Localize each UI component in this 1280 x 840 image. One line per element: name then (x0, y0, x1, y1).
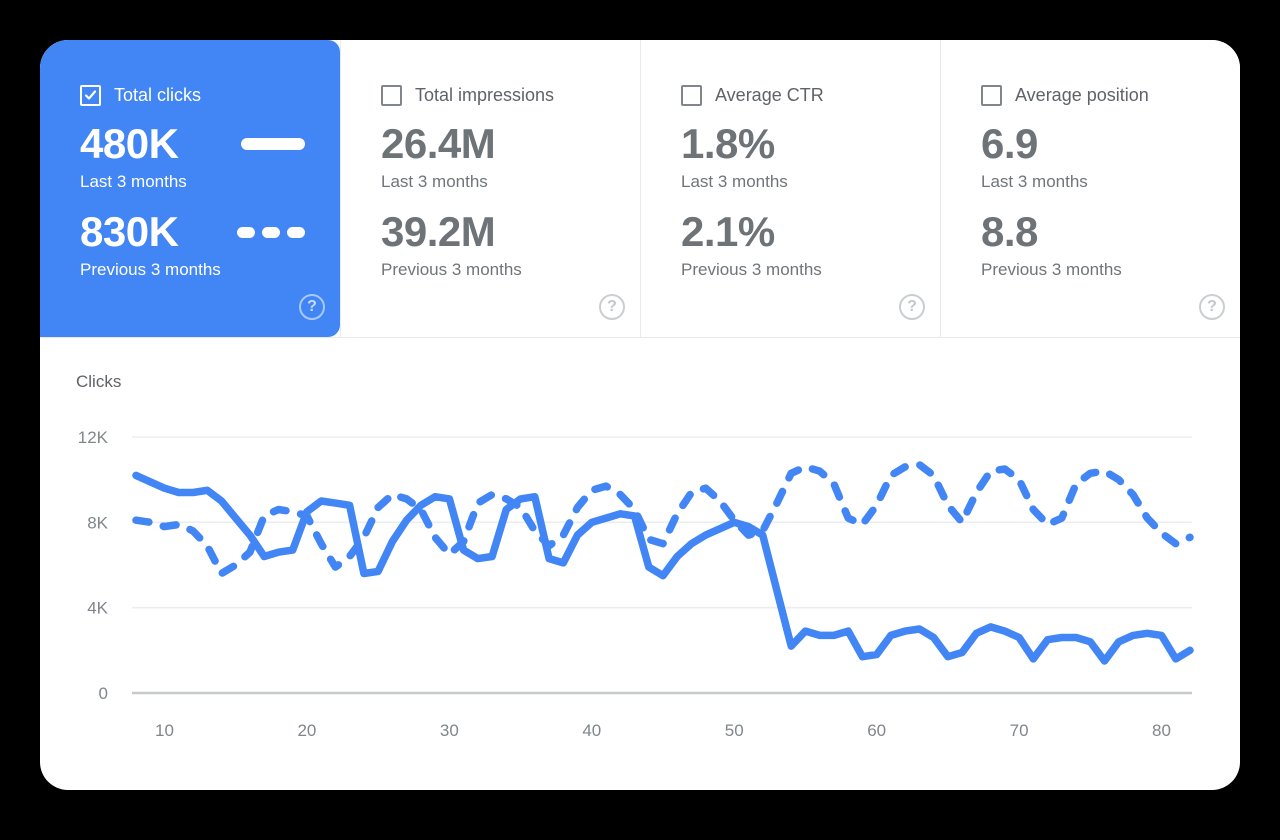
metric-value-current: 6.9 (981, 120, 1038, 167)
metric-value-previous: 8.8 (981, 208, 1038, 255)
metric-caption-previous: Previous 3 months (981, 260, 1122, 279)
current-value-row: 1.8% (681, 121, 906, 167)
checkbox-unchecked-icon[interactable] (381, 84, 402, 106)
metric-caption-previous: Previous 3 months (80, 260, 221, 279)
x-tick-label: 30 (440, 721, 459, 740)
help-icon[interactable]: ? (599, 294, 625, 320)
card-label: Total clicks (114, 84, 202, 105)
metric-caption-previous: Previous 3 months (381, 260, 522, 279)
metric-caption-current: Last 3 months (981, 172, 1088, 191)
series-line-dashed[interactable] (132, 460, 1194, 578)
metric-value-previous: 830K (80, 208, 179, 255)
card-average-ctr[interactable]: Average CTR 1.8% Last 3 months 2.1% Prev… (640, 40, 940, 337)
metric-value-current: 480K (80, 120, 179, 167)
card-average-position[interactable]: Average position 6.9 Last 3 months 8.8 P… (940, 40, 1240, 337)
chart-title: Clicks (76, 372, 122, 391)
help-icon[interactable]: ? (899, 294, 925, 320)
previous-value-row: 830K (80, 209, 305, 255)
help-icon[interactable]: ? (299, 294, 325, 320)
y-tick-label: 8K (87, 513, 108, 532)
card-header: Total clicks (80, 84, 340, 106)
metric-caption-current: Last 3 months (80, 172, 187, 191)
dashed-line-swatch (237, 226, 305, 238)
clicks-chart-section: Clicks 0 4K 8K 12K 10 20 30 40 50 60 70 80 (40, 338, 1240, 790)
y-tick-label: 0 (99, 684, 108, 703)
checkbox-checked-icon[interactable] (80, 84, 101, 106)
performance-panel: Total clicks 480K Last 3 months 830K Pre… (40, 40, 1240, 790)
series-line-solid[interactable] (132, 471, 1194, 665)
x-tick-label: 20 (297, 721, 316, 740)
card-label: Total impressions (415, 84, 555, 105)
current-value-row: 480K (80, 121, 305, 167)
card-header: Average position (981, 84, 1240, 106)
help-icon[interactable]: ? (1199, 294, 1225, 320)
checkbox-unchecked-icon[interactable] (981, 84, 1002, 106)
metric-value-previous: 2.1% (681, 208, 775, 255)
x-tick-label: 70 (1010, 721, 1029, 740)
checkbox-unchecked-icon[interactable] (681, 84, 702, 106)
previous-value-row: 8.8 (981, 209, 1206, 255)
x-tick-label: 50 (725, 721, 744, 740)
solid-line-swatch (241, 138, 305, 150)
card-header: Total impressions (381, 84, 640, 106)
x-tick-label: 40 (582, 721, 601, 740)
metric-caption-current: Last 3 months (381, 172, 488, 191)
metric-value-previous: 39.2M (381, 208, 496, 255)
y-tick-label: 4K (87, 599, 108, 618)
x-tick-label: 60 (867, 721, 886, 740)
card-total-impressions[interactable]: Total impressions 26.4M Last 3 months 39… (340, 40, 640, 337)
current-value-row: 26.4M (381, 121, 606, 167)
chart-canvas[interactable]: 0 4K 8K 12K 10 20 30 40 50 60 70 80 (40, 338, 1240, 751)
card-total-clicks[interactable]: Total clicks 480K Last 3 months 830K Pre… (40, 40, 340, 337)
metric-value-current: 1.8% (681, 120, 775, 167)
y-tick-label: 12K (78, 428, 109, 447)
current-value-row: 6.9 (981, 121, 1206, 167)
metric-caption-current: Last 3 months (681, 172, 788, 191)
previous-value-row: 39.2M (381, 209, 606, 255)
card-header: Average CTR (681, 84, 940, 106)
metric-value-current: 26.4M (381, 120, 496, 167)
previous-value-row: 2.1% (681, 209, 906, 255)
x-tick-label: 80 (1152, 721, 1171, 740)
card-label: Average position (1015, 84, 1149, 105)
metric-caption-previous: Previous 3 months (681, 260, 822, 279)
x-tick-label: 10 (155, 721, 174, 740)
metric-cards-row: Total clicks 480K Last 3 months 830K Pre… (40, 40, 1240, 338)
card-label: Average CTR (715, 84, 824, 105)
